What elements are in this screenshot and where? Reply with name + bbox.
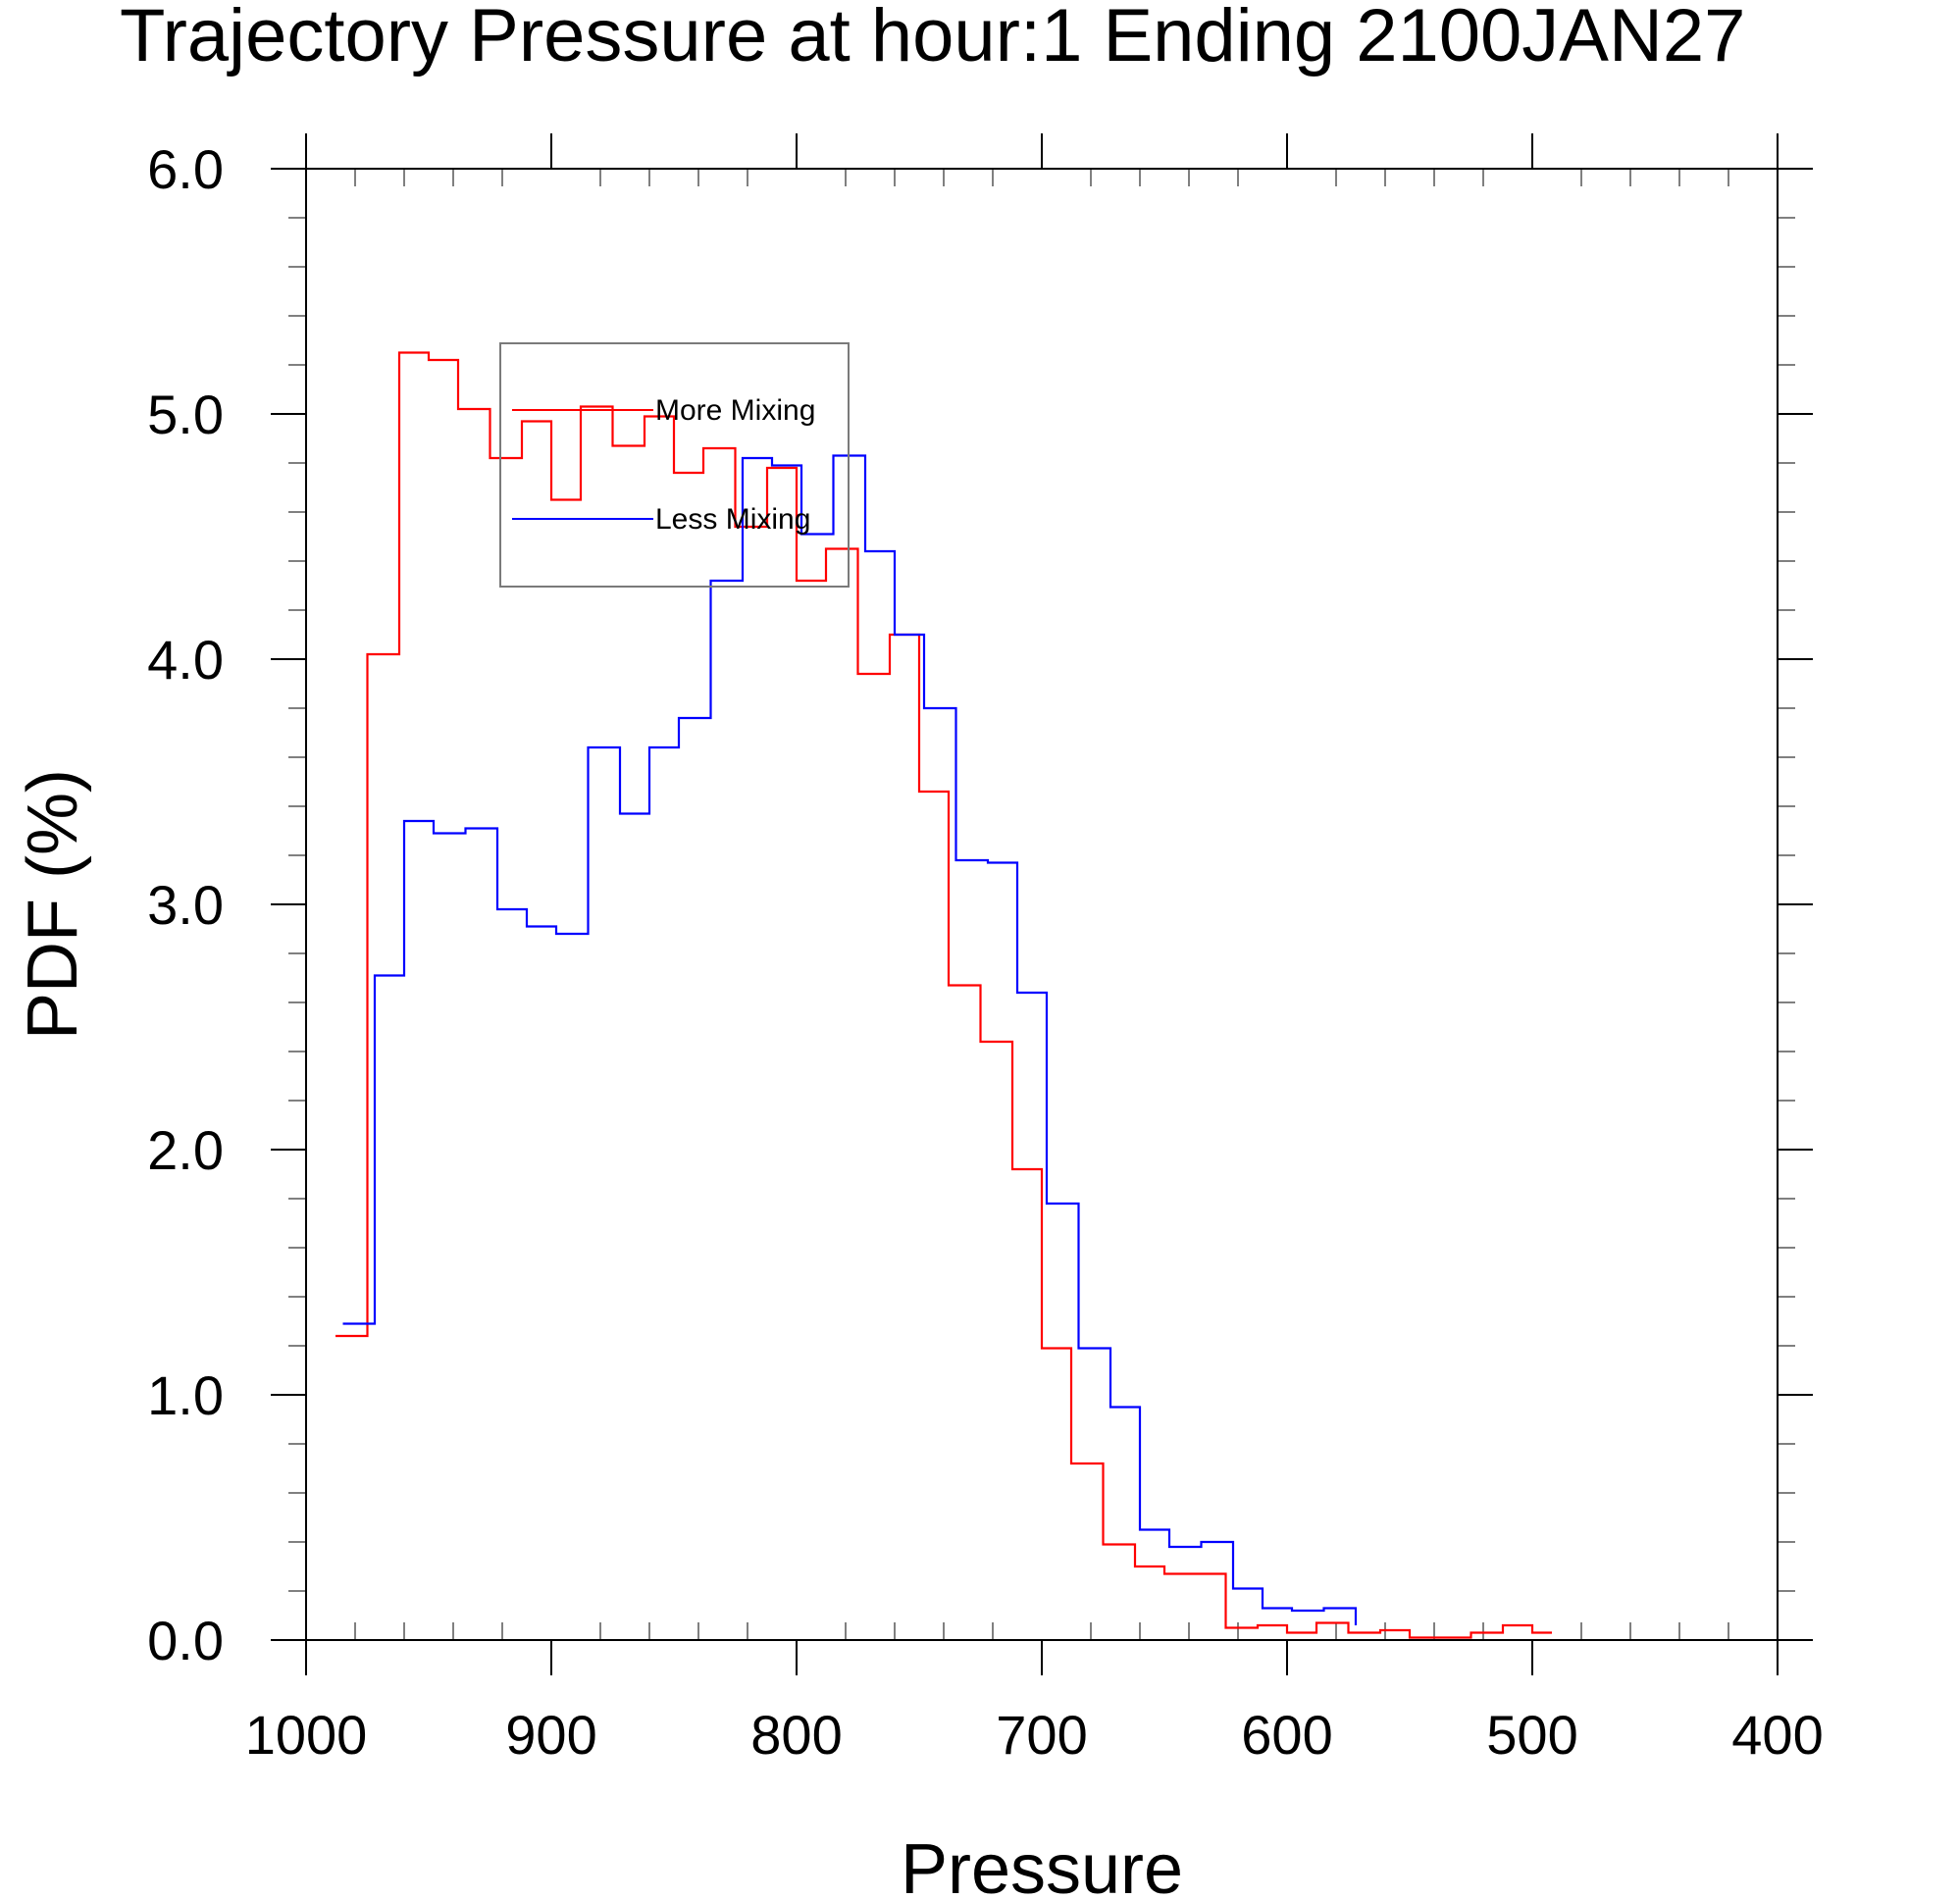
y-tick-label: 4.0: [147, 629, 224, 691]
chart-title: Trajectory Pressure at hour:1 Ending 210…: [120, 0, 1745, 77]
x-tick-label: 400: [1731, 1704, 1823, 1766]
y-tick-label: 1.0: [147, 1364, 224, 1426]
y-tick-label: 0.0: [147, 1610, 224, 1671]
y-tick-label: 5.0: [147, 384, 224, 445]
legend: More Mixing Less Mixing: [499, 342, 850, 588]
x-tick-label: 700: [996, 1704, 1087, 1766]
x-tick-label: 600: [1241, 1704, 1332, 1766]
y-tick-labels: 0.0 1.0 2.0 3.0 4.0 5.0 6.0: [147, 138, 224, 1671]
minor-ticks: [288, 169, 1795, 1640]
legend-label-less-mixing: Less Mixing: [655, 503, 810, 536]
y-tick-label: 3.0: [147, 874, 224, 936]
series-layer: [335, 351, 1552, 1639]
x-tick-label: 500: [1486, 1704, 1577, 1766]
major-ticks: [271, 133, 1813, 1675]
y-tick-label: 6.0: [147, 138, 224, 200]
x-tick-label: 900: [505, 1704, 596, 1766]
series-more-mixing: [335, 351, 1552, 1639]
x-tick-labels: 1000 900 800 700 600 500 400: [245, 1704, 1824, 1766]
series-less-mixing: [342, 454, 1358, 1625]
plot-frame: [305, 168, 1779, 1641]
legend-label-more-mixing: More Mixing: [655, 394, 815, 427]
x-tick-label: 800: [750, 1704, 842, 1766]
legend-box: [499, 342, 850, 588]
y-axis-label: PDF (%): [14, 769, 92, 1040]
y-tick-label: 2.0: [147, 1119, 224, 1181]
x-tick-label: 1000: [245, 1704, 368, 1766]
x-axis-label: Pressure: [901, 1830, 1183, 1899]
